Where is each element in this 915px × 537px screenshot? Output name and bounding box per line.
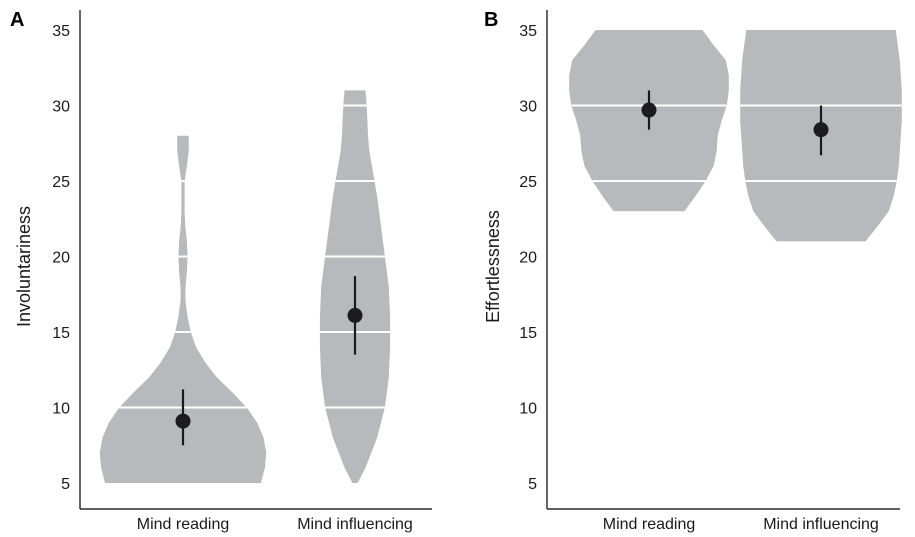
mean-point bbox=[813, 122, 829, 138]
panel-b: B 5 10 15 20 25 30 35 Effortlessness Mind reading… bbox=[483, 9, 902, 533]
x-category-label: Mind influencing bbox=[763, 516, 879, 533]
y-tick-label: 10 bbox=[519, 401, 537, 418]
y-tick-label: 35 bbox=[52, 23, 70, 40]
mean-point bbox=[347, 307, 363, 323]
y-tick-label: 30 bbox=[519, 99, 537, 116]
y-axis-title: Effortlessness bbox=[483, 210, 503, 323]
y-tick-label: 15 bbox=[52, 325, 70, 342]
mean-point bbox=[641, 102, 657, 118]
x-category-label: Mind reading bbox=[603, 516, 696, 533]
panel-letter: A bbox=[10, 9, 24, 31]
panel-a: A 5 10 15 20 25 30 35 Involuntariness Mind readin… bbox=[10, 9, 432, 533]
y-tick-label: 5 bbox=[528, 476, 537, 493]
violin-mind-reading bbox=[99, 135, 267, 483]
y-tick-label: 25 bbox=[52, 174, 70, 191]
y-tick-label: 20 bbox=[52, 250, 70, 267]
y-tick-label: 5 bbox=[61, 476, 70, 493]
mean-point bbox=[175, 413, 191, 429]
y-tick-label: 35 bbox=[519, 23, 537, 40]
y-axis-title: Involuntariness bbox=[14, 206, 34, 327]
y-tick-label: 30 bbox=[52, 99, 70, 116]
y-tick-label: 25 bbox=[519, 174, 537, 191]
y-tick-label: 15 bbox=[519, 325, 537, 342]
panel-letter: B bbox=[484, 9, 498, 31]
y-tick-label: 10 bbox=[52, 401, 70, 418]
y-tick-label: 20 bbox=[519, 250, 537, 267]
x-category-label: Mind reading bbox=[137, 516, 230, 533]
x-category-label: Mind influencing bbox=[297, 516, 413, 533]
